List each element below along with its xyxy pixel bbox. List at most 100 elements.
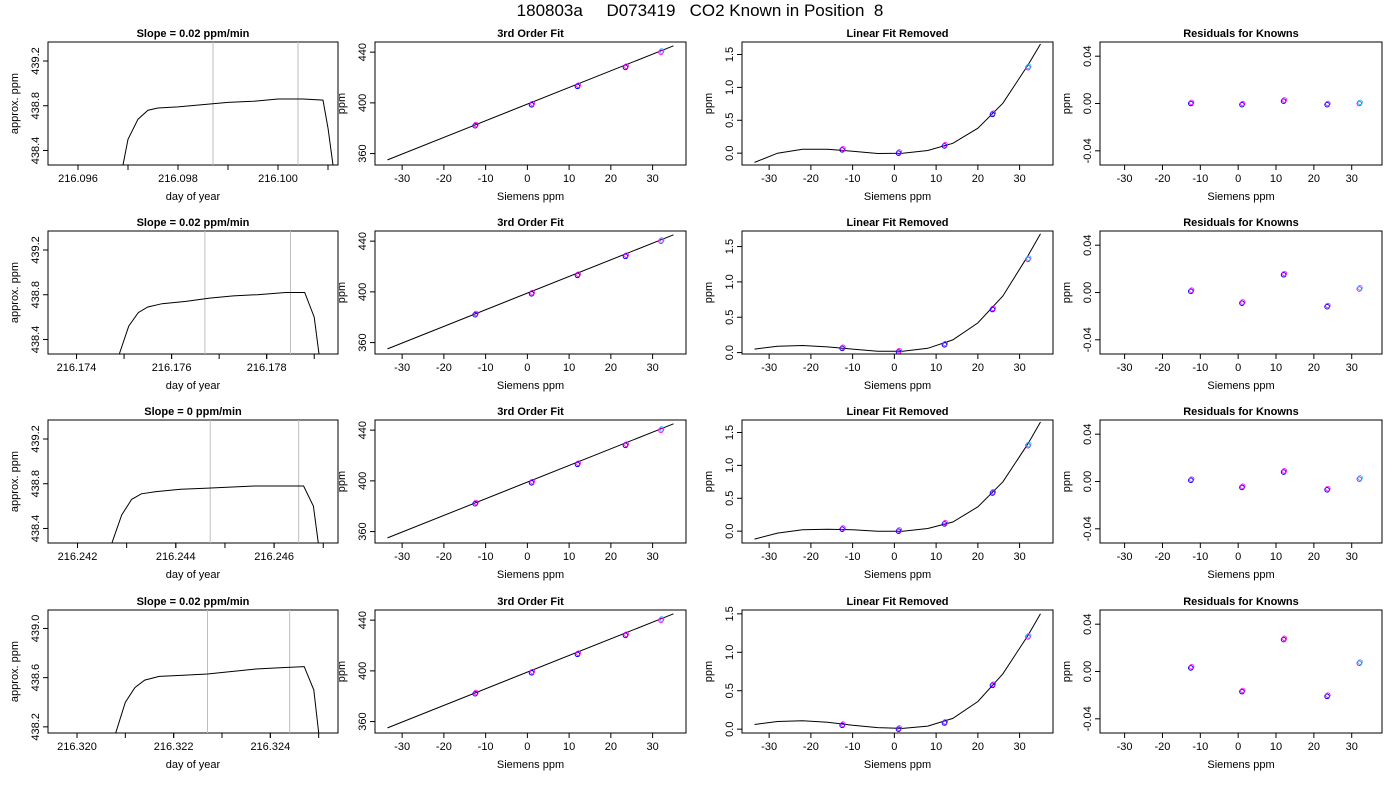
plot-area	[754, 43, 1041, 163]
plot-frame	[741, 41, 1054, 166]
data-point	[839, 722, 845, 729]
panel-r3-res: Residuals for Knowns -30 -20 -10 0 10 20 30 -0.0…	[1061, 406, 1383, 581]
x-tick-label: 20	[605, 741, 617, 753]
y-tick-label: 400	[357, 94, 369, 112]
y-tick-label: 0.5	[724, 491, 736, 506]
panel-r2-trace: Slope = 0.02 ppm/min 216.174 216.176 216.17…	[9, 217, 339, 392]
x-tick-label: 0	[1235, 741, 1241, 753]
plot-frame	[374, 230, 687, 355]
x-tick-label: 20	[972, 741, 984, 753]
fit-curve	[754, 613, 1041, 729]
x-tick-label: 216.178	[247, 362, 287, 374]
data-point	[1240, 299, 1246, 305]
x-tick-label: 10	[930, 741, 942, 753]
x-tick-label: -10	[478, 551, 494, 563]
data-point	[528, 101, 535, 108]
x-tick-label: 216.096	[58, 173, 98, 185]
data-point	[1026, 255, 1032, 261]
data-point	[1356, 286, 1363, 292]
data-point	[1239, 101, 1245, 108]
x-tick-label: 216.098	[158, 173, 198, 185]
data-point	[472, 311, 478, 318]
data-point	[1356, 660, 1363, 667]
x-axis-label: Siemens ppm	[497, 759, 564, 771]
y-tick-label: 438.8	[30, 281, 42, 309]
data-point	[989, 306, 996, 313]
x-tick-label: 10	[930, 173, 942, 185]
plot-area	[1188, 468, 1363, 493]
plot-frame	[1099, 419, 1383, 544]
data-point	[1324, 303, 1330, 310]
fit-curve	[754, 43, 1041, 163]
data-point	[1025, 442, 1031, 449]
data-point	[623, 631, 629, 637]
x-tick-label: 0	[891, 741, 897, 753]
data-point	[1281, 97, 1288, 103]
y-axis-label: ppm	[1061, 93, 1073, 114]
y-tick-label: -0.04	[1082, 138, 1094, 163]
data-point	[896, 347, 903, 354]
y-tick-label: 0.04	[1082, 45, 1094, 66]
data-point	[659, 48, 665, 54]
data-point	[1239, 688, 1245, 695]
data-point	[989, 490, 996, 496]
panel-title: Slope = 0.02 ppm/min	[137, 28, 250, 40]
data-point	[895, 726, 902, 732]
y-tick-label: 439.2	[30, 425, 42, 453]
y-tick-label: 1.0	[724, 80, 736, 95]
x-tick-label: 216.324	[250, 741, 290, 753]
data-point	[473, 499, 479, 506]
data-point	[575, 82, 581, 88]
data-point	[896, 149, 903, 155]
data-point	[1188, 100, 1194, 107]
x-tick-label: 30	[1346, 362, 1358, 374]
plot-frame	[741, 419, 1054, 544]
data-point	[659, 616, 665, 622]
data-point	[623, 63, 629, 69]
x-axis-label: day of year	[166, 569, 221, 581]
data-point	[1188, 287, 1195, 293]
trace-line	[118, 292, 320, 354]
y-axis-label: ppm	[703, 93, 715, 114]
y-axis-label: ppm	[1061, 661, 1073, 682]
plot-area	[115, 610, 320, 733]
x-axis-label: Siemens ppm	[864, 759, 931, 771]
y-tick-label: 438.4	[30, 326, 42, 354]
data-point	[622, 64, 629, 71]
data-point	[623, 252, 629, 258]
panel-title: 3rd Order Fit	[497, 596, 564, 608]
x-tick-label: 30	[1013, 551, 1025, 563]
y-tick-label: 0.04	[1082, 234, 1094, 255]
plot-frame	[47, 230, 339, 355]
data-point	[1240, 100, 1246, 107]
panel-r2-res: Residuals for Knowns -30 -20 -10 0 10 20 30 -0.0…	[1061, 217, 1383, 392]
data-point	[623, 441, 629, 447]
y-tick-label: 360	[357, 522, 369, 540]
y-axis-label: approx. ppm	[9, 641, 21, 702]
x-tick-label: -30	[394, 741, 410, 753]
data-point	[1324, 693, 1330, 700]
fit-curve	[754, 233, 1041, 352]
data-point	[1280, 271, 1287, 278]
x-tick-label: -10	[478, 741, 494, 753]
x-tick-label: 20	[605, 173, 617, 185]
panel-r3-fit: 3rd Order Fit -30 -20 -10 0 10 20 30 360 400 440 Si…	[336, 406, 687, 581]
data-point	[942, 520, 948, 526]
data-point	[1025, 634, 1031, 640]
data-point	[990, 110, 996, 116]
y-tick-label: 0.00	[1082, 661, 1094, 682]
data-point	[989, 682, 996, 689]
y-axis-label: ppm	[336, 661, 348, 682]
data-point	[1188, 99, 1195, 105]
x-tick-label: 20	[1308, 741, 1320, 753]
y-tick-label: 439.2	[30, 47, 42, 75]
y-tick-label: 439.2	[30, 236, 42, 264]
x-tick-label: -20	[1155, 741, 1171, 753]
x-tick-label: -20	[1155, 173, 1171, 185]
data-point	[574, 651, 581, 658]
x-tick-label: -20	[436, 362, 452, 374]
x-tick-label: 216.242	[58, 551, 98, 563]
x-tick-label: 20	[1308, 173, 1320, 185]
x-tick-label: 216.174	[57, 362, 97, 374]
x-tick-label: -20	[436, 741, 452, 753]
